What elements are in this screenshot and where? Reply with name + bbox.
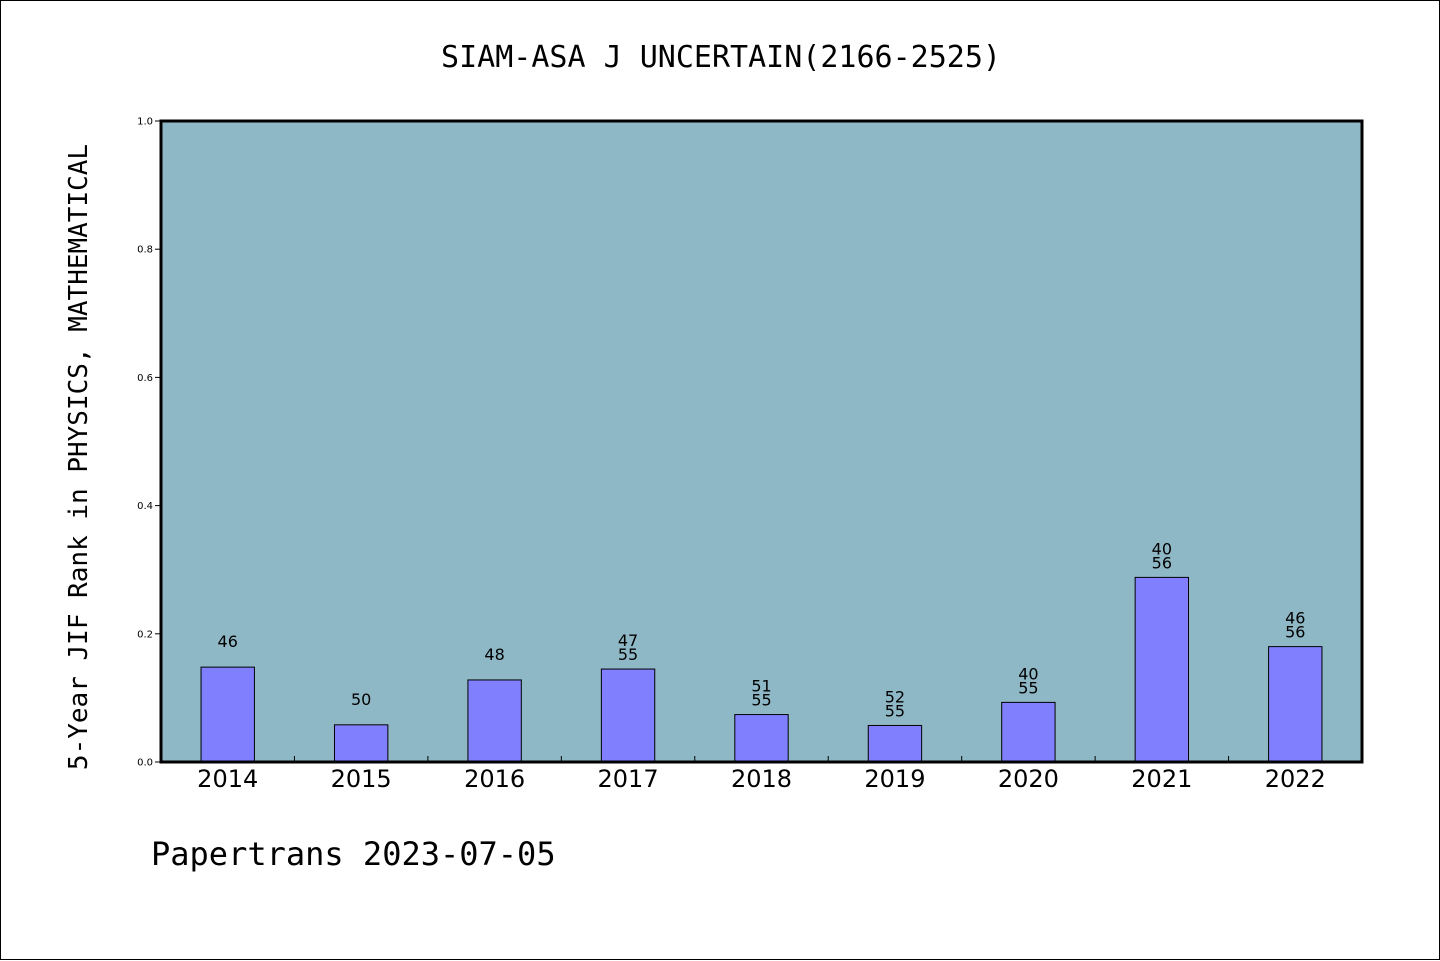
bar-2014 bbox=[200, 666, 255, 763]
bar-2020 bbox=[1001, 701, 1056, 763]
bar-2016 bbox=[467, 679, 522, 763]
chart-title: SIAM-ASA J UNCERTAIN(2166-2525) bbox=[441, 40, 1001, 75]
y-tick-label: 0.4 bbox=[137, 501, 153, 512]
x-tick-label: 2021 bbox=[1131, 765, 1192, 793]
y-axis-label: 5-Year JIF Rank in PHYSICS, MATHEMATICAL bbox=[64, 144, 94, 770]
y-tick-label: 0.2 bbox=[137, 629, 153, 640]
bar-data-label: 48 bbox=[484, 645, 504, 664]
bar-data-label: 52 bbox=[885, 687, 905, 706]
bar-2017 bbox=[600, 668, 656, 763]
bar-data-label: 47 bbox=[618, 631, 638, 650]
y-tick-label: 0.6 bbox=[137, 373, 153, 384]
bar-data-label: 50 bbox=[351, 690, 371, 709]
bar-data-label: 55 bbox=[885, 701, 905, 720]
bar-2021 bbox=[1134, 576, 1190, 763]
bar-data-label: 55 bbox=[618, 645, 638, 664]
x-tick-label: 2015 bbox=[331, 765, 392, 793]
bar-data-label: 56 bbox=[1152, 553, 1172, 572]
plot-frame bbox=[159, 119, 1364, 764]
bar-data-label: 55 bbox=[751, 691, 771, 710]
x-tick-label: 2014 bbox=[197, 765, 258, 793]
x-tick-label: 2020 bbox=[998, 765, 1059, 793]
y-tick-label: 0.8 bbox=[137, 245, 153, 256]
y-tick-label: 1.0 bbox=[137, 117, 153, 128]
y-tick-label: 0.0 bbox=[137, 758, 153, 769]
bar-data-label: 55 bbox=[1018, 678, 1038, 697]
bar-data-label: 56 bbox=[1285, 623, 1305, 642]
x-tick-label: 2018 bbox=[731, 765, 792, 793]
footer-credit: Papertrans 2023-07-05 bbox=[151, 835, 556, 873]
bar-data-label: 40 bbox=[1152, 539, 1172, 558]
x-tick-label: 2019 bbox=[864, 765, 925, 793]
bar-2022 bbox=[1268, 646, 1323, 763]
x-tick-label: 2016 bbox=[464, 765, 525, 793]
bar-2015 bbox=[333, 724, 389, 763]
x-axis: 2014 2015 2016 2017 2018 2019 2020 2021 2022 bbox=[197, 756, 1326, 793]
bar-data-label: 46 bbox=[218, 632, 238, 651]
bar-2019 bbox=[867, 724, 923, 763]
bar-data-label: 51 bbox=[751, 677, 771, 696]
bar-data-label: 46 bbox=[1285, 609, 1305, 628]
bar-2018 bbox=[734, 714, 789, 763]
y-axis: 0.0 0.2 0.4 0.6 0.8 1.0 bbox=[137, 117, 161, 769]
x-tick-label: 2022 bbox=[1265, 765, 1326, 793]
bar-data-label: 40 bbox=[1018, 664, 1038, 683]
x-tick-label: 2017 bbox=[598, 765, 659, 793]
bars-group bbox=[200, 576, 1323, 763]
